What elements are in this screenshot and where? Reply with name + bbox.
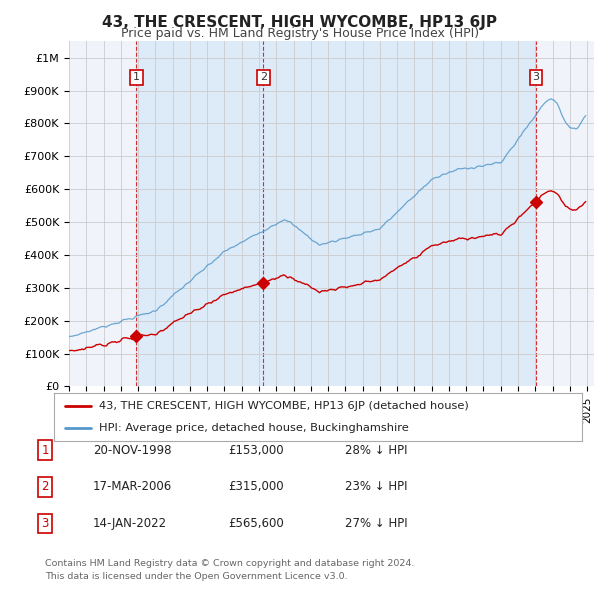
Text: 43, THE CRESCENT, HIGH WYCOMBE, HP13 6JP: 43, THE CRESCENT, HIGH WYCOMBE, HP13 6JP (103, 15, 497, 30)
Text: £565,600: £565,600 (228, 517, 284, 530)
Text: 2: 2 (41, 480, 49, 493)
Text: 17-MAR-2006: 17-MAR-2006 (93, 480, 172, 493)
Text: Contains HM Land Registry data © Crown copyright and database right 2024.
This d: Contains HM Land Registry data © Crown c… (45, 559, 415, 581)
Text: 3: 3 (41, 517, 49, 530)
Text: 43, THE CRESCENT, HIGH WYCOMBE, HP13 6JP (detached house): 43, THE CRESCENT, HIGH WYCOMBE, HP13 6JP… (99, 401, 469, 411)
Text: HPI: Average price, detached house, Buckinghamshire: HPI: Average price, detached house, Buck… (99, 423, 409, 433)
Text: £315,000: £315,000 (228, 480, 284, 493)
Text: 1: 1 (133, 73, 140, 83)
Text: 1: 1 (41, 444, 49, 457)
Text: 23% ↓ HPI: 23% ↓ HPI (345, 480, 407, 493)
Text: 2: 2 (260, 73, 267, 83)
Text: 3: 3 (533, 73, 539, 83)
Text: £153,000: £153,000 (228, 444, 284, 457)
Text: 27% ↓ HPI: 27% ↓ HPI (345, 517, 407, 530)
Text: 20-NOV-1998: 20-NOV-1998 (93, 444, 172, 457)
Text: 14-JAN-2022: 14-JAN-2022 (93, 517, 167, 530)
Bar (136, 41, 536, 386)
Text: Price paid vs. HM Land Registry's House Price Index (HPI): Price paid vs. HM Land Registry's House … (121, 27, 479, 40)
Text: 28% ↓ HPI: 28% ↓ HPI (345, 444, 407, 457)
